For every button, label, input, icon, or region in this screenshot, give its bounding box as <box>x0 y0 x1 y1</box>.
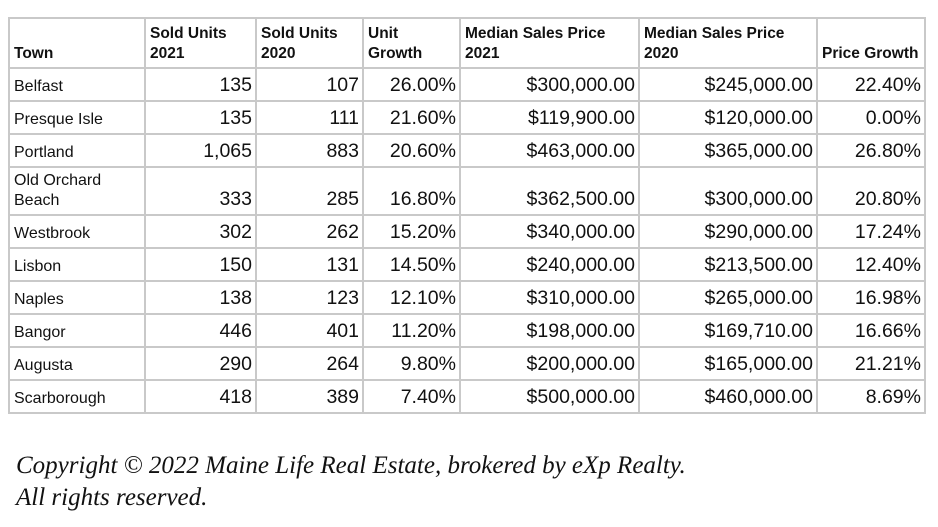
cell-town: Presque Isle <box>8 100 146 135</box>
cell-median-price-2021: $362,500.00 <box>459 166 640 216</box>
cell-price-growth: 16.66% <box>816 313 926 348</box>
cell-median-price-2020: $300,000.00 <box>638 166 818 216</box>
cell-unit-growth: 9.80% <box>362 346 461 381</box>
cell-unit-growth: 7.40% <box>362 379 461 414</box>
cell-median-price-2021: $463,000.00 <box>459 133 640 168</box>
cell-median-price-2021: $200,000.00 <box>459 346 640 381</box>
cell-median-price-2021: $300,000.00 <box>459 67 640 102</box>
cell-unit-growth: 14.50% <box>362 247 461 282</box>
cell-median-price-2021: $340,000.00 <box>459 214 640 249</box>
header-median-price-2020: Median Sales Price 2020 <box>638 17 818 69</box>
cell-price-growth: 26.80% <box>816 133 926 168</box>
cell-sold-units-2021: 138 <box>144 280 257 315</box>
header-town: Town <box>8 17 146 69</box>
cell-median-price-2020: $265,000.00 <box>638 280 818 315</box>
table-row: Presque Isle 135 111 21.60% $119,900.00 … <box>8 100 926 135</box>
cell-price-growth: 22.40% <box>816 67 926 102</box>
cell-sold-units-2020: 262 <box>255 214 364 249</box>
cell-median-price-2020: $165,000.00 <box>638 346 818 381</box>
cell-unit-growth: 21.60% <box>362 100 461 135</box>
cell-price-growth: 0.00% <box>816 100 926 135</box>
cell-unit-growth: 15.20% <box>362 214 461 249</box>
cell-unit-growth: 12.10% <box>362 280 461 315</box>
header-unit-growth: Unit Growth <box>362 17 461 69</box>
cell-town: Portland <box>8 133 146 168</box>
table-row: Naples 138 123 12.10% $310,000.00 $265,0… <box>8 280 926 315</box>
cell-price-growth: 21.21% <box>816 346 926 381</box>
header-row: Town Sold Units 2021 Sold Units 2020 Uni… <box>8 17 926 69</box>
cell-median-price-2020: $169,710.00 <box>638 313 818 348</box>
cell-price-growth: 17.24% <box>816 214 926 249</box>
header-median-price-2021: Median Sales Price 2021 <box>459 17 640 69</box>
cell-median-price-2021: $310,000.00 <box>459 280 640 315</box>
copyright-line: Copyright © 2022 Maine Life Real Estate,… <box>16 452 686 479</box>
table-row: Portland 1,065 883 20.60% $463,000.00 $3… <box>8 133 926 168</box>
cell-sold-units-2021: 446 <box>144 313 257 348</box>
cell-price-growth: 12.40% <box>816 247 926 282</box>
cell-sold-units-2021: 290 <box>144 346 257 381</box>
table-row: Belfast 135 107 26.00% $300,000.00 $245,… <box>8 67 926 102</box>
cell-unit-growth: 16.80% <box>362 166 461 216</box>
cell-town: Augusta <box>8 346 146 381</box>
cell-town: Naples <box>8 280 146 315</box>
cell-town: Scarborough <box>8 379 146 414</box>
sales-table: Town Sold Units 2021 Sold Units 2020 Uni… <box>8 17 926 414</box>
cell-unit-growth: 20.60% <box>362 133 461 168</box>
table-row: Old Orchard Beach 333 285 16.80% $362,50… <box>8 166 926 216</box>
cell-sold-units-2021: 1,065 <box>144 133 257 168</box>
cell-median-price-2020: $365,000.00 <box>638 133 818 168</box>
cell-sold-units-2021: 150 <box>144 247 257 282</box>
cell-median-price-2020: $290,000.00 <box>638 214 818 249</box>
cell-town: Bangor <box>8 313 146 348</box>
cell-median-price-2021: $119,900.00 <box>459 100 640 135</box>
cell-median-price-2020: $460,000.00 <box>638 379 818 414</box>
cell-sold-units-2021: 418 <box>144 379 257 414</box>
cell-town: Belfast <box>8 67 146 102</box>
cell-unit-growth: 26.00% <box>362 67 461 102</box>
cell-median-price-2020: $245,000.00 <box>638 67 818 102</box>
header-price-growth: Price Growth <box>816 17 926 69</box>
cell-sold-units-2020: 883 <box>255 133 364 168</box>
header-sold-units-2021: Sold Units 2021 <box>144 17 257 69</box>
table-row: Scarborough 418 389 7.40% $500,000.00 $4… <box>8 379 926 414</box>
cell-town: Lisbon <box>8 247 146 282</box>
cell-sold-units-2020: 123 <box>255 280 364 315</box>
cell-sold-units-2020: 111 <box>255 100 364 135</box>
copyright-notice: Copyright © 2022 Maine Life Real Estate,… <box>16 450 686 514</box>
table-row: Westbrook 302 262 15.20% $340,000.00 $29… <box>8 214 926 249</box>
cell-price-growth: 16.98% <box>816 280 926 315</box>
cell-sold-units-2020: 264 <box>255 346 364 381</box>
cell-unit-growth: 11.20% <box>362 313 461 348</box>
cell-price-growth: 8.69% <box>816 379 926 414</box>
header-sold-units-2020: Sold Units 2020 <box>255 17 364 69</box>
cell-sold-units-2021: 302 <box>144 214 257 249</box>
cell-town: Westbrook <box>8 214 146 249</box>
cell-median-price-2021: $198,000.00 <box>459 313 640 348</box>
table-row: Augusta 290 264 9.80% $200,000.00 $165,0… <box>8 346 926 381</box>
cell-sold-units-2020: 107 <box>255 67 364 102</box>
cell-sold-units-2020: 131 <box>255 247 364 282</box>
table-row: Lisbon 150 131 14.50% $240,000.00 $213,5… <box>8 247 926 282</box>
cell-median-price-2020: $213,500.00 <box>638 247 818 282</box>
cell-sold-units-2020: 285 <box>255 166 364 216</box>
cell-median-price-2021: $240,000.00 <box>459 247 640 282</box>
cell-sold-units-2020: 389 <box>255 379 364 414</box>
cell-sold-units-2021: 135 <box>144 67 257 102</box>
cell-sold-units-2021: 135 <box>144 100 257 135</box>
cell-sold-units-2021: 333 <box>144 166 257 216</box>
rights-reserved-line: All rights reserved. <box>16 484 208 511</box>
cell-sold-units-2020: 401 <box>255 313 364 348</box>
cell-median-price-2021: $500,000.00 <box>459 379 640 414</box>
cell-median-price-2020: $120,000.00 <box>638 100 818 135</box>
cell-town: Old Orchard Beach <box>8 166 146 216</box>
cell-price-growth: 20.80% <box>816 166 926 216</box>
table-row: Bangor 446 401 11.20% $198,000.00 $169,7… <box>8 313 926 348</box>
